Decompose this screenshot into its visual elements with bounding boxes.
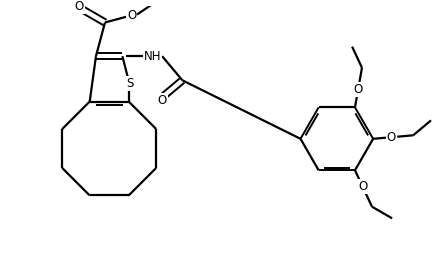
Text: O: O — [354, 83, 363, 96]
Text: O: O — [127, 10, 136, 23]
Text: O: O — [157, 94, 167, 107]
Text: O: O — [358, 180, 368, 193]
Text: S: S — [126, 77, 133, 90]
Text: O: O — [387, 131, 396, 144]
Text: O: O — [75, 0, 84, 13]
Text: NH: NH — [144, 50, 161, 63]
